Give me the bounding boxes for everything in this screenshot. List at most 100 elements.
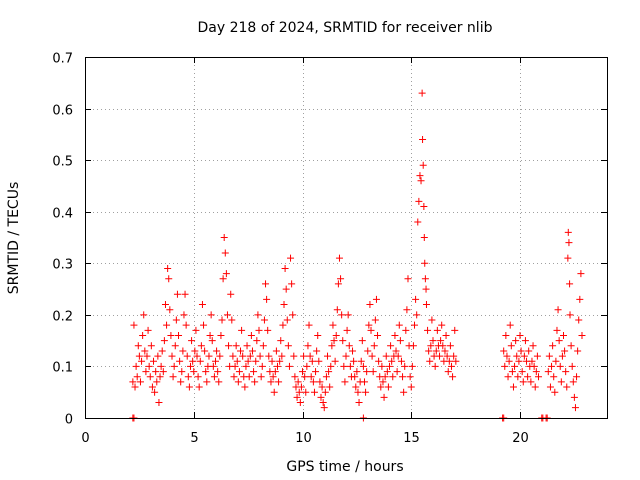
data-point-SRMTID: [186, 362, 194, 370]
data-point-SRMTID: [433, 326, 441, 334]
data-point-SRMTID: [566, 311, 574, 319]
data-point-SRMTID: [419, 161, 427, 169]
data-point-SRMTID: [194, 373, 202, 381]
data-point-SRMTID: [568, 362, 576, 370]
data-point-SRMTID: [231, 362, 239, 370]
data-point-SRMTID: [246, 352, 254, 360]
data-point-SRMTID: [337, 275, 345, 283]
data-point-SRMTID: [190, 368, 198, 376]
data-point-SRMTID: [210, 373, 218, 381]
data-point-SRMTID: [419, 136, 427, 144]
data-point-SRMTID: [441, 347, 449, 355]
data-point-SRMTID: [273, 362, 281, 370]
data-point-SRMTID: [136, 378, 144, 386]
data-point-SRMTID: [303, 362, 311, 370]
data-point-SRMTID: [364, 347, 372, 355]
data-point-SRMTID: [395, 321, 403, 329]
data-point-SRMTID: [563, 383, 571, 391]
data-point-SRMTID: [381, 373, 389, 381]
data-point-SRMTID: [257, 373, 265, 381]
data-point-SRMTID: [214, 368, 222, 376]
data-point-SRMTID: [554, 306, 562, 314]
data-point-SRMTID: [379, 378, 387, 386]
data-point-SRMTID: [544, 368, 552, 376]
data-point-SRMTID: [328, 342, 336, 350]
data-point-SRMTID: [370, 342, 378, 350]
data-point-SRMTID: [561, 347, 569, 355]
data-point-SRMTID: [320, 404, 328, 412]
data-point-SRMTID: [197, 342, 205, 350]
data-point-SRMTID: [222, 270, 230, 278]
data-point-SRMTID: [366, 301, 374, 309]
data-point-SRMTID: [258, 362, 266, 370]
data-point-SRMTID: [163, 321, 171, 329]
data-point-SRMTID: [545, 352, 553, 360]
data-point-SRMTID: [334, 280, 342, 288]
data-point-SRMTID: [151, 388, 159, 396]
data-point-SRMTID: [375, 357, 383, 365]
data-point-SRMTID: [147, 342, 155, 350]
data-point-SRMTID: [297, 383, 305, 391]
data-point-SRMTID: [506, 321, 514, 329]
data-point-SRMTID: [382, 352, 390, 360]
data-point-SRMTID: [324, 352, 332, 360]
data-point-SRMTID: [343, 326, 351, 334]
data-point-SRMTID: [290, 352, 298, 360]
data-point-SRMTID: [352, 383, 360, 391]
data-point-SRMTID: [509, 383, 517, 391]
data-points: [129, 89, 586, 422]
data-point-SRMTID: [517, 347, 525, 355]
data-point-SRMTID: [531, 383, 539, 391]
data-point-SRMTID: [407, 383, 415, 391]
data-point-SRMTID: [514, 373, 522, 381]
data-point-SRMTID: [215, 378, 223, 386]
y-axis-label: SRMTID / TECUs: [6, 182, 22, 295]
data-point-SRMTID: [185, 383, 193, 391]
data-point-SRMTID: [207, 311, 215, 319]
data-point-SRMTID: [234, 378, 242, 386]
data-point-SRMTID: [450, 352, 458, 360]
data-point-SRMTID: [344, 311, 352, 319]
data-point-SRMTID: [452, 357, 460, 365]
data-point-SRMTID: [411, 321, 419, 329]
data-point-SRMTID: [285, 362, 293, 370]
data-point-SRMTID: [176, 357, 184, 365]
data-point-SRMTID: [360, 378, 368, 386]
data-point-SRMTID: [529, 342, 537, 350]
data-point-SRMTID: [418, 89, 426, 97]
data-point-SRMTID: [153, 378, 161, 386]
data-point-SRMTID: [573, 373, 581, 381]
data-point-SRMTID: [578, 331, 586, 339]
data-point-SRMTID: [256, 352, 264, 360]
data-point-SRMTID: [425, 347, 433, 355]
data-point-SRMTID: [426, 357, 434, 365]
data-point-SRMTID: [504, 373, 512, 381]
data-point-SRMTID: [422, 285, 430, 293]
data-point-SRMTID: [268, 357, 276, 365]
data-point-SRMTID: [566, 280, 574, 288]
data-point-SRMTID: [380, 393, 388, 401]
data-point-SRMTID: [138, 357, 146, 365]
y-tick-label: 0.7: [52, 52, 73, 67]
data-point-SRMTID: [279, 321, 287, 329]
data-point-SRMTID: [501, 362, 509, 370]
data-point-SRMTID: [553, 326, 561, 334]
data-point-SRMTID: [557, 378, 565, 386]
data-point-SRMTID: [216, 352, 224, 360]
data-point-SRMTID: [293, 393, 301, 401]
data-point-SRMTID: [576, 295, 584, 303]
data-point-SRMTID: [386, 362, 393, 370]
y-tick-label: 0.3: [52, 258, 73, 273]
data-point-SRMTID: [575, 316, 583, 324]
data-point-SRMTID: [168, 352, 176, 360]
data-point-SRMTID: [263, 295, 271, 303]
data-point-SRMTID: [144, 326, 152, 334]
data-point-SRMTID: [355, 399, 363, 407]
data-point-SRMTID: [307, 373, 315, 381]
data-point-SRMTID: [166, 306, 174, 314]
data-point-SRMTID: [301, 373, 309, 381]
data-point-SRMTID: [403, 306, 411, 314]
data-point-SRMTID: [209, 362, 217, 370]
data-point-SRMTID: [555, 337, 563, 345]
data-point-SRMTID: [524, 373, 532, 381]
